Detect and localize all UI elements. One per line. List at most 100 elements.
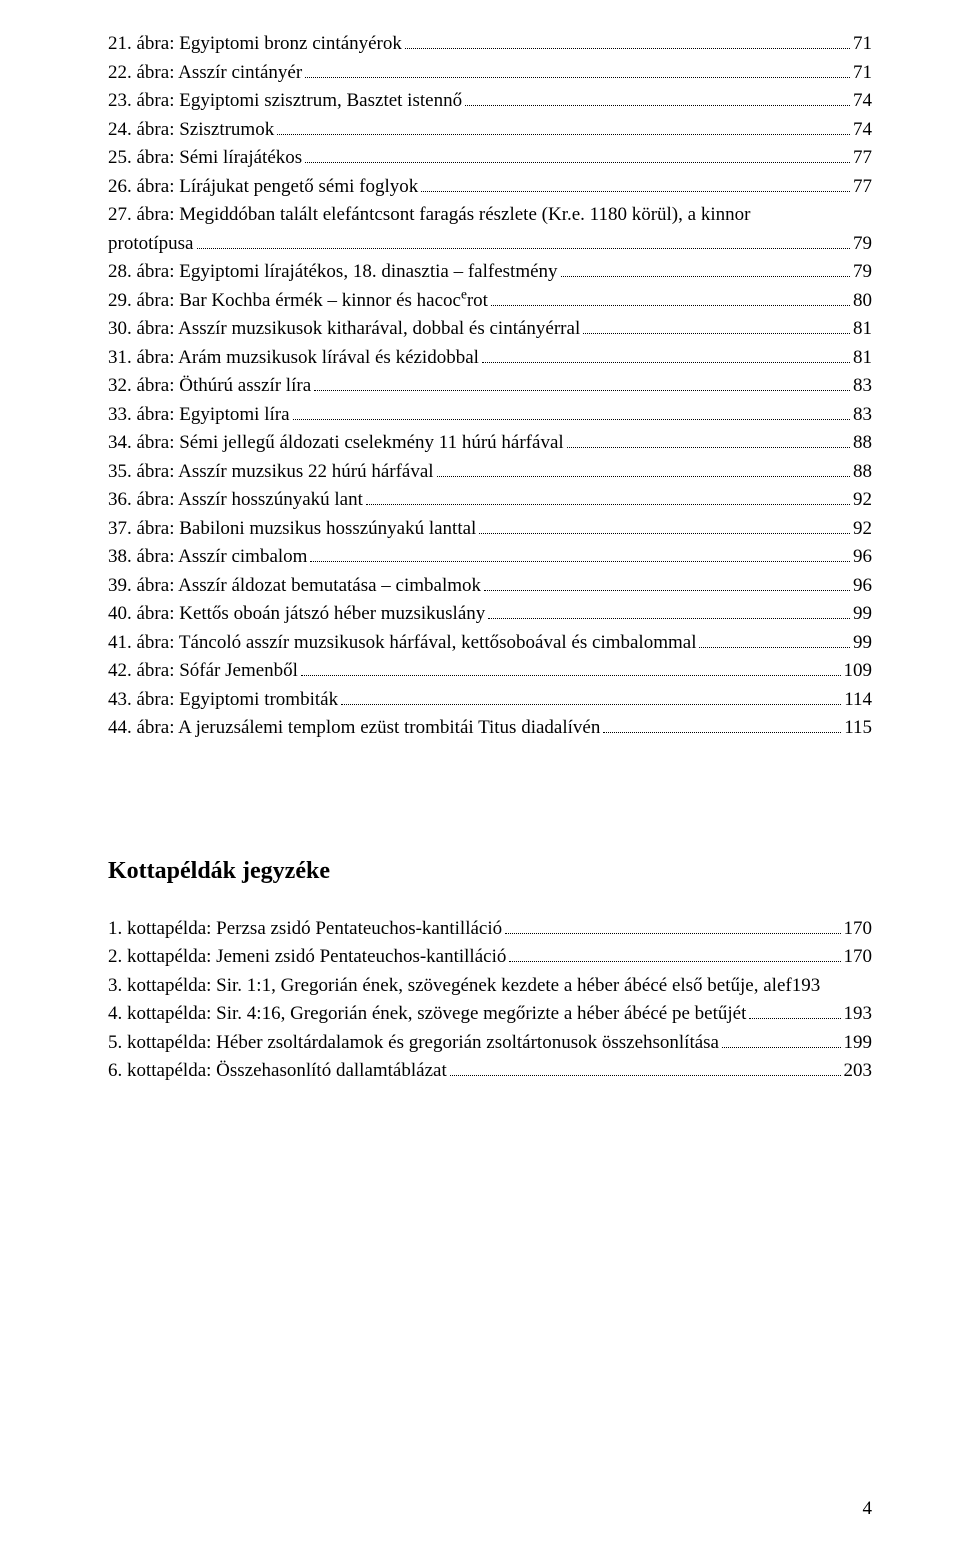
toc-page: 88 bbox=[853, 458, 872, 487]
toc-dots bbox=[305, 77, 850, 78]
toc-label: 41. ábra: Táncoló asszír muzsikusok hárf… bbox=[108, 629, 696, 658]
toc-dots bbox=[465, 105, 850, 106]
toc-label: 42. ábra: Sófár Jemenből bbox=[108, 657, 298, 686]
toc-page: 92 bbox=[853, 486, 872, 515]
toc-dots bbox=[484, 590, 850, 591]
toc-dots bbox=[583, 333, 850, 334]
toc-page: 79 bbox=[853, 230, 872, 259]
toc-page: 74 bbox=[853, 87, 872, 116]
toc-dots bbox=[749, 1018, 840, 1019]
toc-dots bbox=[405, 48, 850, 49]
toc-page: 71 bbox=[853, 30, 872, 59]
figures-list: 21. ábra: Egyiptomi bronz cintányérok712… bbox=[108, 30, 872, 743]
toc-page: 115 bbox=[844, 714, 872, 743]
toc-label: 2. kottapélda: Jemeni zsidó Pentateuchos… bbox=[108, 943, 506, 972]
toc-page: 92 bbox=[853, 515, 872, 544]
toc-page: 170 bbox=[844, 915, 873, 944]
toc-page: 79 bbox=[853, 258, 872, 287]
toc-label: 3. kottapélda: Sir. 1:1, Gregorián ének,… bbox=[108, 972, 792, 1001]
toc-label: 44. ábra: A jeruzsálemi templom ezüst tr… bbox=[108, 714, 600, 743]
toc-label: prototípusa bbox=[108, 230, 194, 259]
toc-label: 29. ábra: Bar Kochba érmék – kinnor és h… bbox=[108, 287, 488, 316]
toc-label: 5. kottapélda: Héber zsoltárdalamok és g… bbox=[108, 1029, 719, 1058]
toc-entry: 5. kottapélda: Héber zsoltárdalamok és g… bbox=[108, 1029, 872, 1058]
toc-dots bbox=[491, 305, 850, 306]
toc-entry: 36. ábra: Asszír hosszúnyakú lant92 bbox=[108, 486, 872, 515]
toc-entry: 30. ábra: Asszír muzsikusok kitharával, … bbox=[108, 315, 872, 344]
toc-entry: 26. ábra: Lírájukat pengető sémi foglyok… bbox=[108, 173, 872, 202]
toc-page: 99 bbox=[853, 629, 872, 658]
toc-page: 96 bbox=[853, 572, 872, 601]
toc-dots bbox=[293, 419, 850, 420]
toc-dots bbox=[482, 362, 850, 363]
toc-label: 34. ábra: Sémi jellegű áldozati cselekmé… bbox=[108, 429, 564, 458]
toc-dots bbox=[699, 647, 850, 648]
toc-page: 80 bbox=[853, 287, 872, 316]
toc-dots bbox=[421, 191, 850, 192]
toc-entry: 24. ábra: Szisztrumok74 bbox=[108, 116, 872, 145]
toc-label: 31. ábra: Arám muzsikusok lírával és kéz… bbox=[108, 344, 479, 373]
toc-page: 81 bbox=[853, 344, 872, 373]
toc-label: 30. ábra: Asszír muzsikusok kitharával, … bbox=[108, 315, 580, 344]
toc-dots bbox=[488, 618, 850, 619]
toc-label: 6. kottapélda: Összehasonlító dallamtábl… bbox=[108, 1057, 447, 1086]
toc-label: 33. ábra: Egyiptomi líra bbox=[108, 401, 290, 430]
section-heading: Kottapéldák jegyzéke bbox=[108, 858, 872, 885]
toc-label: 28. ábra: Egyiptomi lírajátékos, 18. din… bbox=[108, 258, 558, 287]
toc-label: 24. ábra: Szisztrumok bbox=[108, 116, 274, 145]
toc-entry: 41. ábra: Táncoló asszír muzsikusok hárf… bbox=[108, 629, 872, 658]
toc-label: 22. ábra: Asszír cintányér bbox=[108, 59, 302, 88]
toc-label: 37. ábra: Babiloni muzsikus hosszúnyakú … bbox=[108, 515, 476, 544]
toc-entry: 44. ábra: A jeruzsálemi templom ezüst tr… bbox=[108, 714, 872, 743]
toc-label: 40. ábra: Kettős oboán játszó héber muzs… bbox=[108, 600, 485, 629]
toc-page: 81 bbox=[853, 315, 872, 344]
toc-entry: 22. ábra: Asszír cintányér 71 bbox=[108, 59, 872, 88]
toc-dots bbox=[314, 390, 850, 391]
toc-page: 99 bbox=[853, 600, 872, 629]
toc-page: 83 bbox=[853, 372, 872, 401]
toc-entry: 21. ábra: Egyiptomi bronz cintányérok71 bbox=[108, 30, 872, 59]
toc-entry: 25. ábra: Sémi lírajátékos 77 bbox=[108, 144, 872, 173]
toc-dots bbox=[197, 248, 851, 249]
toc-dots bbox=[310, 561, 850, 562]
toc-page: 77 bbox=[853, 173, 872, 202]
toc-dots bbox=[479, 533, 850, 534]
toc-label: 25. ábra: Sémi lírajátékos bbox=[108, 144, 302, 173]
toc-entry: 43. ábra: Egyiptomi trombiták114 bbox=[108, 686, 872, 715]
toc-page: 96 bbox=[853, 543, 872, 572]
toc-dots bbox=[277, 134, 850, 135]
toc-entry: 6. kottapélda: Összehasonlító dallamtábl… bbox=[108, 1057, 872, 1086]
toc-page: 77 bbox=[853, 144, 872, 173]
toc-entry: 37. ábra: Babiloni muzsikus hosszúnyakú … bbox=[108, 515, 872, 544]
toc-entry: 1. kottapélda: Perzsa zsidó Pentateuchos… bbox=[108, 915, 872, 944]
toc-entry: 40. ábra: Kettős oboán játszó héber muzs… bbox=[108, 600, 872, 629]
toc-entry: 2. kottapélda: Jemeni zsidó Pentateuchos… bbox=[108, 943, 872, 972]
toc-dots bbox=[561, 276, 850, 277]
toc-entry: 29. ábra: Bar Kochba érmék – kinnor és h… bbox=[108, 287, 872, 316]
toc-label: 32. ábra: Öthúrú asszír líra bbox=[108, 372, 311, 401]
toc-entry: 38. ábra: Asszír cimbalom96 bbox=[108, 543, 872, 572]
toc-entry: 31. ábra: Arám muzsikusok lírával és kéz… bbox=[108, 344, 872, 373]
toc-page: 114 bbox=[844, 686, 872, 715]
toc-label: 35. ábra: Asszír muzsikus 22 húrú hárfáv… bbox=[108, 458, 434, 487]
page-number: 4 bbox=[863, 1498, 873, 1520]
toc-page: 199 bbox=[844, 1029, 873, 1058]
toc-entry: 34. ábra: Sémi jellegű áldozati cselekmé… bbox=[108, 429, 872, 458]
toc-entry: 27. ábra: Megiddóban talált elefántcsont… bbox=[108, 201, 872, 230]
toc-entry: 42. ábra: Sófár Jemenből109 bbox=[108, 657, 872, 686]
toc-entry: 33. ábra: Egyiptomi líra83 bbox=[108, 401, 872, 430]
toc-page: 170 bbox=[844, 943, 873, 972]
toc-dots bbox=[567, 447, 850, 448]
toc-page: 71 bbox=[853, 59, 872, 88]
toc-page: 193 bbox=[844, 1000, 873, 1029]
toc-page: 88 bbox=[853, 429, 872, 458]
toc-entry: 35. ábra: Asszír muzsikus 22 húrú hárfáv… bbox=[108, 458, 872, 487]
toc-entry: 32. ábra: Öthúrú asszír líra 83 bbox=[108, 372, 872, 401]
toc-page: 193 bbox=[792, 972, 821, 1001]
toc-label: 23. ábra: Egyiptomi szisztrum, Basztet i… bbox=[108, 87, 462, 116]
toc-dots bbox=[603, 732, 841, 733]
toc-page: 203 bbox=[844, 1057, 873, 1086]
toc-dots bbox=[722, 1047, 841, 1048]
toc-dots bbox=[341, 704, 841, 705]
toc-entry: 23. ábra: Egyiptomi szisztrum, Basztet i… bbox=[108, 87, 872, 116]
